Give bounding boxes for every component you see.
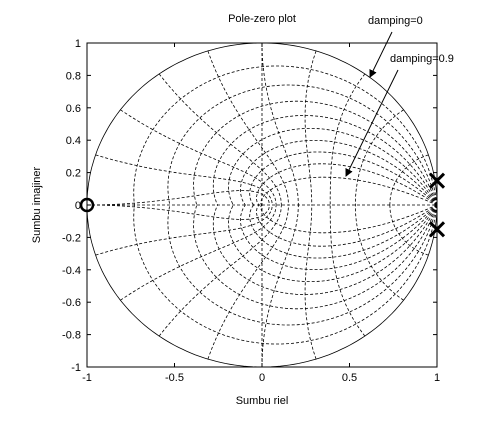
grid-curve [87,43,437,206]
grid-curve [355,109,404,206]
grid-curve [228,128,437,206]
grid-curve [87,204,270,220]
x-tick-label: 0.5 [342,372,357,384]
y-tick-label: -1 [71,362,81,374]
grid-curve [87,204,437,367]
grid-curve [120,204,277,301]
y-tick-label: 1 [75,38,81,50]
y-tick-label: -0.6 [62,297,81,309]
y-tick-label: -0.2 [62,232,81,244]
grid-curve [329,205,366,337]
grid-curve [133,65,437,206]
grid-curve [355,204,404,301]
grid-curve [207,204,289,360]
x-tick-label: 0 [259,372,265,384]
grid-curve [212,204,437,295]
pole [428,172,446,189]
grid-curve [120,109,277,206]
grid-curve [158,73,282,206]
y-tick-label: 0.2 [66,168,81,180]
y-tick-label: 0.6 [66,103,81,115]
grid-curve [249,204,437,259]
zero [79,197,95,213]
annotation: damping=0.9 [390,53,454,65]
annotation: damping=0 [368,15,423,27]
y-tick-label: 0.4 [66,135,81,147]
x-tick-label: -1 [82,372,92,384]
grid-curve [389,204,429,256]
y-tick-label: 0 [75,200,81,212]
grid-curve [329,73,366,205]
grid-curve [260,204,437,234]
grid-curve [261,204,299,367]
grid-curve [260,176,437,206]
grid-curve [304,204,317,360]
y-tick-label: -0.8 [62,330,81,342]
grid-curve [167,204,437,326]
grid-curve [193,100,437,206]
x-tick-label: -0.5 [165,372,184,384]
grid-curve [249,151,437,206]
grid-curve [207,50,289,206]
zgrid [87,43,437,367]
grid-curve [304,50,317,206]
grid-curve [261,43,299,206]
grid-curve [240,204,437,270]
grid-curve [167,84,437,206]
x-tick-label: 1 [434,372,440,384]
annotation-arrow [369,31,393,78]
chart-title: Pole-zero plot [228,13,296,25]
grid-curve [87,190,270,206]
pole [428,221,446,238]
grid-curve [158,204,282,337]
y-tick-label: 0.8 [66,70,81,82]
grid-curve [389,154,429,206]
annotation-arrow [345,69,399,177]
x-axis-label: Sumbu riel [236,395,289,407]
y-axis-label: Sumbu imajiner [31,166,43,243]
y-tick-label: -0.4 [62,265,81,277]
grid-curve [240,140,437,206]
grid-curve [228,204,437,282]
